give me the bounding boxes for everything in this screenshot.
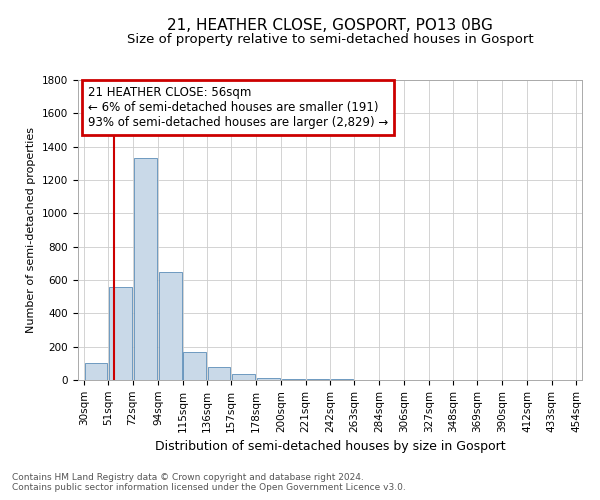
Bar <box>109 286 131 380</box>
Bar <box>208 366 230 380</box>
Bar <box>307 379 329 380</box>
Text: 21 HEATHER CLOSE: 56sqm
← 6% of semi-detached houses are smaller (191)
93% of se: 21 HEATHER CLOSE: 56sqm ← 6% of semi-det… <box>88 86 388 129</box>
Text: Contains HM Land Registry data © Crown copyright and database right 2024.: Contains HM Land Registry data © Crown c… <box>12 474 364 482</box>
Bar <box>184 352 206 380</box>
Bar <box>257 378 280 380</box>
Bar <box>134 158 157 380</box>
Bar <box>159 272 182 380</box>
X-axis label: Distribution of semi-detached houses by size in Gosport: Distribution of semi-detached houses by … <box>155 440 505 453</box>
Bar <box>282 378 305 380</box>
Text: Contains public sector information licensed under the Open Government Licence v3: Contains public sector information licen… <box>12 484 406 492</box>
Text: 21, HEATHER CLOSE, GOSPORT, PO13 0BG: 21, HEATHER CLOSE, GOSPORT, PO13 0BG <box>167 18 493 32</box>
Bar <box>85 364 107 380</box>
Y-axis label: Number of semi-detached properties: Number of semi-detached properties <box>26 127 37 333</box>
Text: Size of property relative to semi-detached houses in Gosport: Size of property relative to semi-detach… <box>127 32 533 46</box>
Bar <box>232 374 255 380</box>
